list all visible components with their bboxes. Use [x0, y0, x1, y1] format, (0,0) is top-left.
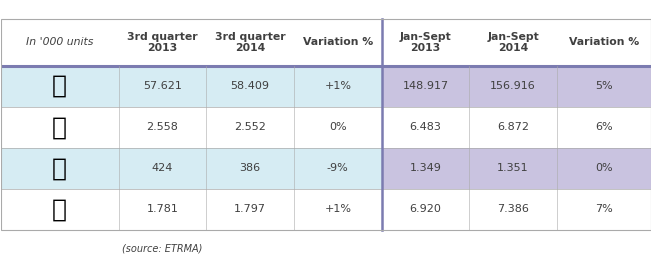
- Text: 6%: 6%: [595, 122, 613, 132]
- Bar: [557, 107, 651, 148]
- Bar: [1, 19, 651, 65]
- Bar: [1, 148, 119, 189]
- Text: 1.797: 1.797: [234, 205, 266, 214]
- Text: +1%: +1%: [324, 81, 351, 91]
- Text: 0%: 0%: [595, 163, 613, 173]
- Text: 386: 386: [239, 163, 261, 173]
- Text: 57.621: 57.621: [143, 81, 182, 91]
- Bar: [294, 65, 381, 107]
- Text: 7%: 7%: [595, 205, 613, 214]
- Bar: [557, 148, 651, 189]
- Text: 1.781: 1.781: [147, 205, 179, 214]
- Text: -9%: -9%: [327, 163, 349, 173]
- Bar: [469, 65, 557, 107]
- Bar: [206, 148, 294, 189]
- Bar: [381, 189, 469, 230]
- Bar: [469, 189, 557, 230]
- Bar: [1, 19, 651, 230]
- Bar: [206, 107, 294, 148]
- Bar: [469, 148, 557, 189]
- Text: Jan-Sept
2014: Jan-Sept 2014: [487, 32, 539, 53]
- Text: 2.558: 2.558: [147, 122, 179, 132]
- Text: Variation %: Variation %: [569, 37, 639, 47]
- Bar: [119, 148, 206, 189]
- Text: 2.552: 2.552: [234, 122, 266, 132]
- Text: (source: ETRMA): (source: ETRMA): [123, 244, 203, 254]
- Bar: [557, 65, 651, 107]
- Bar: [557, 189, 651, 230]
- Text: Variation %: Variation %: [303, 37, 373, 47]
- Text: 1.349: 1.349: [409, 163, 441, 173]
- Text: 🚜: 🚜: [52, 156, 67, 180]
- Bar: [294, 107, 381, 148]
- Bar: [1, 189, 119, 230]
- Bar: [294, 189, 381, 230]
- Text: +1%: +1%: [324, 205, 351, 214]
- Text: 148.917: 148.917: [402, 81, 449, 91]
- Bar: [381, 148, 469, 189]
- Bar: [206, 189, 294, 230]
- Bar: [1, 65, 119, 107]
- Bar: [119, 107, 206, 148]
- Text: 6.920: 6.920: [409, 205, 441, 214]
- Text: In '000 units: In '000 units: [26, 37, 93, 47]
- Text: 5%: 5%: [595, 81, 613, 91]
- Text: 58.409: 58.409: [231, 81, 270, 91]
- Bar: [1, 107, 119, 148]
- Text: 6.872: 6.872: [497, 122, 529, 132]
- Text: 0%: 0%: [329, 122, 347, 132]
- Bar: [206, 65, 294, 107]
- Text: 3rd quarter
2013: 3rd quarter 2013: [127, 32, 198, 53]
- Text: 6.483: 6.483: [409, 122, 441, 132]
- Text: Jan-Sept
2013: Jan-Sept 2013: [400, 32, 451, 53]
- Text: 156.916: 156.916: [490, 81, 536, 91]
- Bar: [469, 107, 557, 148]
- Bar: [119, 189, 206, 230]
- Text: 424: 424: [152, 163, 173, 173]
- Text: 3rd quarter
2014: 3rd quarter 2014: [215, 32, 286, 53]
- Bar: [294, 148, 381, 189]
- Text: 7.386: 7.386: [497, 205, 529, 214]
- Text: 🚚: 🚚: [52, 115, 67, 139]
- Text: 1.351: 1.351: [497, 163, 529, 173]
- Bar: [119, 65, 206, 107]
- Text: 🛵: 🛵: [52, 197, 67, 222]
- Bar: [381, 107, 469, 148]
- Bar: [381, 65, 469, 107]
- Text: 🚗: 🚗: [52, 74, 67, 98]
